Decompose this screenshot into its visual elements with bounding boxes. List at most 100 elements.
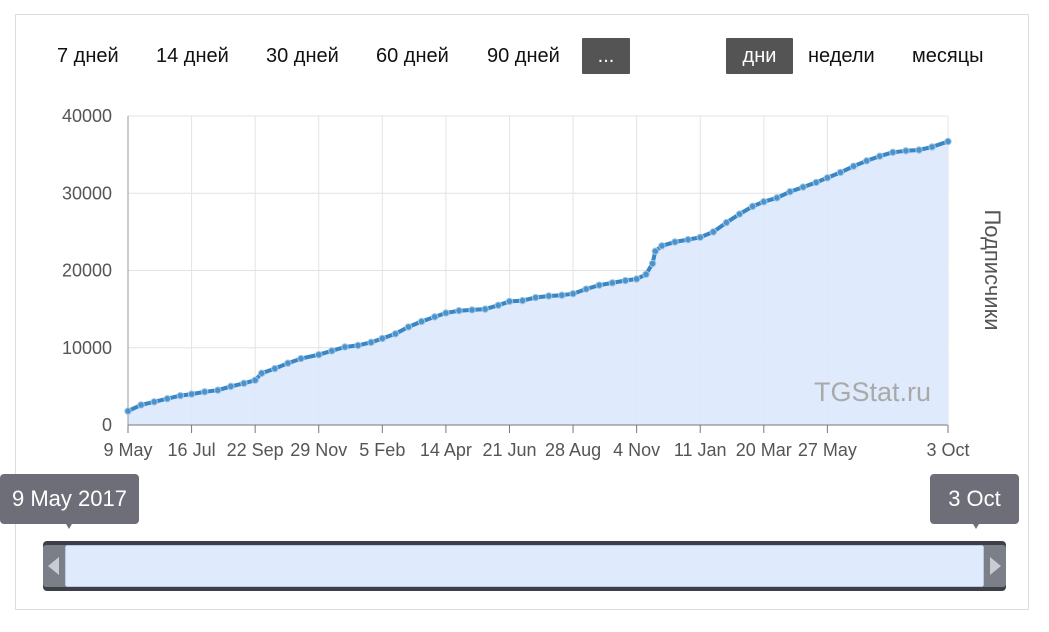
- granularity-months-button[interactable]: месяцы: [912, 45, 984, 67]
- watermark: TGStat.ru: [814, 377, 931, 407]
- navigator-left-handle[interactable]: [43, 545, 65, 587]
- data-point: [696, 233, 704, 241]
- y-tick-label: 20000: [62, 261, 112, 281]
- data-point: [823, 174, 832, 182]
- data-point: [862, 157, 871, 165]
- data-point: [648, 259, 657, 268]
- data-point: [651, 247, 660, 255]
- data-point: [928, 143, 936, 151]
- navigator-start-label: 9 May 2017: [0, 474, 139, 529]
- granularity-days-button[interactable]: дни: [726, 38, 793, 74]
- data-point: [849, 162, 858, 170]
- data-point: [722, 218, 731, 227]
- axis-labels: 0 10000 20000 30000 40000 9 May 16 Jul 22 Sep 29…: [62, 106, 970, 460]
- data-point: [354, 341, 362, 350]
- x-tick-label: 4 Nov: [613, 440, 660, 460]
- data-point: [582, 285, 590, 293]
- data-point: [658, 242, 666, 250]
- data-point: [621, 276, 630, 285]
- data-point: [258, 369, 266, 377]
- data-point: [558, 291, 566, 299]
- data-point: [709, 228, 718, 236]
- data-point: [200, 388, 209, 396]
- data-point: [297, 354, 305, 363]
- data-point: [944, 137, 952, 146]
- more-periods-button[interactable]: ...: [582, 38, 630, 74]
- data-point: [876, 152, 884, 160]
- x-tick-label: 29 Nov: [290, 440, 347, 460]
- data-point: [531, 293, 540, 302]
- navigator-right-handle[interactable]: [984, 545, 1006, 587]
- data-point: [632, 275, 641, 283]
- data-point: [163, 395, 171, 403]
- data-point: [545, 292, 553, 300]
- data-point: [799, 183, 807, 191]
- y-tick-label: 0: [102, 415, 112, 435]
- data-point: [284, 359, 292, 367]
- data-point: [773, 194, 781, 202]
- series-markers: [124, 137, 952, 415]
- data-point: [328, 347, 336, 355]
- data-point: [902, 147, 910, 155]
- data-point: [608, 279, 617, 287]
- data-point: [124, 407, 132, 415]
- data-point: [227, 382, 235, 391]
- data-point: [455, 306, 463, 315]
- period-button-90d[interactable]: 90 дней: [487, 45, 560, 67]
- data-point: [748, 202, 757, 211]
- data-point: [176, 391, 185, 400]
- data-point: [391, 330, 400, 338]
- period-button-30d[interactable]: 30 дней: [266, 45, 339, 67]
- data-point: [214, 386, 222, 394]
- data-point: [760, 198, 768, 206]
- data-point: [915, 146, 923, 154]
- data-point: [378, 334, 387, 343]
- y-tick-label: 30000: [62, 183, 112, 203]
- data-point: [505, 297, 514, 306]
- x-tick-label: 22 Sep: [227, 440, 284, 460]
- data-point: [367, 338, 375, 347]
- x-tick-label: 3 Oct: [926, 440, 969, 460]
- x-tick-label: 21 Jun: [482, 440, 536, 460]
- data-point: [468, 306, 476, 314]
- navigator-end-label: 3 Oct: [930, 474, 1019, 529]
- data-point: [341, 343, 349, 351]
- range-navigator[interactable]: [43, 541, 1006, 591]
- data-point: [671, 238, 679, 246]
- x-tick-label: 14 Apr: [420, 440, 472, 460]
- data-point: [404, 323, 413, 331]
- data-point: [137, 401, 145, 409]
- data-point: [481, 305, 489, 313]
- y-tick-label: 40000: [62, 106, 112, 126]
- x-tick-label: 28 Aug: [545, 440, 601, 460]
- data-point: [569, 289, 577, 298]
- data-point: [836, 168, 845, 177]
- data-point: [684, 235, 692, 244]
- x-tick-label: 20 Mar: [736, 440, 792, 460]
- axes: [127, 116, 949, 433]
- navigator-selected-range[interactable]: [65, 545, 984, 587]
- data-point: [150, 398, 158, 406]
- data-point: [417, 317, 426, 326]
- granularity-weeks-button[interactable]: недели: [808, 45, 875, 67]
- data-point: [889, 148, 897, 157]
- data-point: [430, 313, 439, 321]
- period-button-7d[interactable]: 7 дней: [57, 45, 119, 67]
- data-point: [240, 379, 248, 387]
- x-tick-label: 9 May: [103, 440, 152, 460]
- x-tick-label: 27 May: [798, 440, 857, 460]
- period-button-60d[interactable]: 60 дней: [376, 45, 449, 67]
- data-point: [642, 270, 650, 279]
- y-tick-label: 10000: [62, 338, 112, 358]
- data-point: [494, 301, 502, 309]
- chevron-right-icon: [990, 557, 1001, 575]
- x-tick-label: 5 Feb: [359, 440, 405, 460]
- x-tick-label: 11 Jan: [674, 440, 727, 460]
- data-point: [812, 178, 820, 187]
- data-point: [187, 390, 196, 398]
- data-point: [595, 281, 603, 289]
- period-button-14d[interactable]: 14 дней: [156, 45, 229, 67]
- x-tick-label: 16 Jul: [168, 440, 216, 460]
- data-point: [518, 296, 527, 305]
- chevron-left-icon: [48, 557, 59, 575]
